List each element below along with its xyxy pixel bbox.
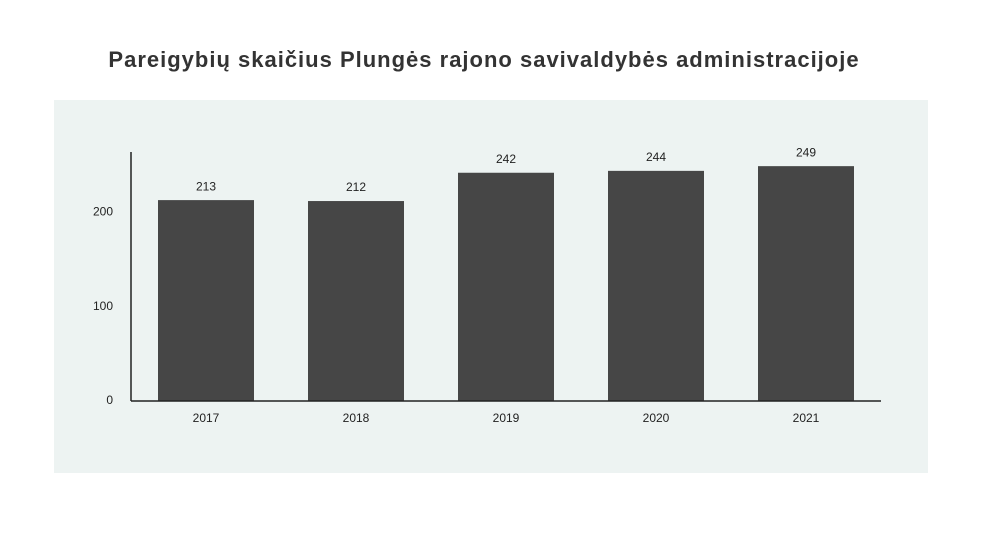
y-tick-label: 0: [106, 393, 113, 407]
bar: [608, 170, 704, 401]
x-tick-label: 2020: [643, 411, 670, 425]
data-label: 242: [496, 152, 516, 166]
bar: [308, 201, 404, 401]
data-label: 212: [346, 180, 366, 194]
data-label: 249: [796, 145, 816, 159]
x-tick-label: 2021: [793, 411, 820, 425]
x-tick-label: 2019: [493, 411, 520, 425]
bar: [758, 166, 854, 401]
x-tick-label: 2017: [193, 411, 220, 425]
bar: [458, 172, 554, 401]
y-tick-label: 200: [93, 205, 113, 219]
data-label: 244: [646, 150, 666, 164]
data-label: 213: [196, 179, 216, 193]
bar: [158, 200, 254, 401]
chart-title: Pareigybių skaičius Plungės rajono saviv…: [108, 47, 859, 72]
x-tick-label: 2018: [343, 411, 370, 425]
y-tick-label: 100: [93, 299, 113, 313]
